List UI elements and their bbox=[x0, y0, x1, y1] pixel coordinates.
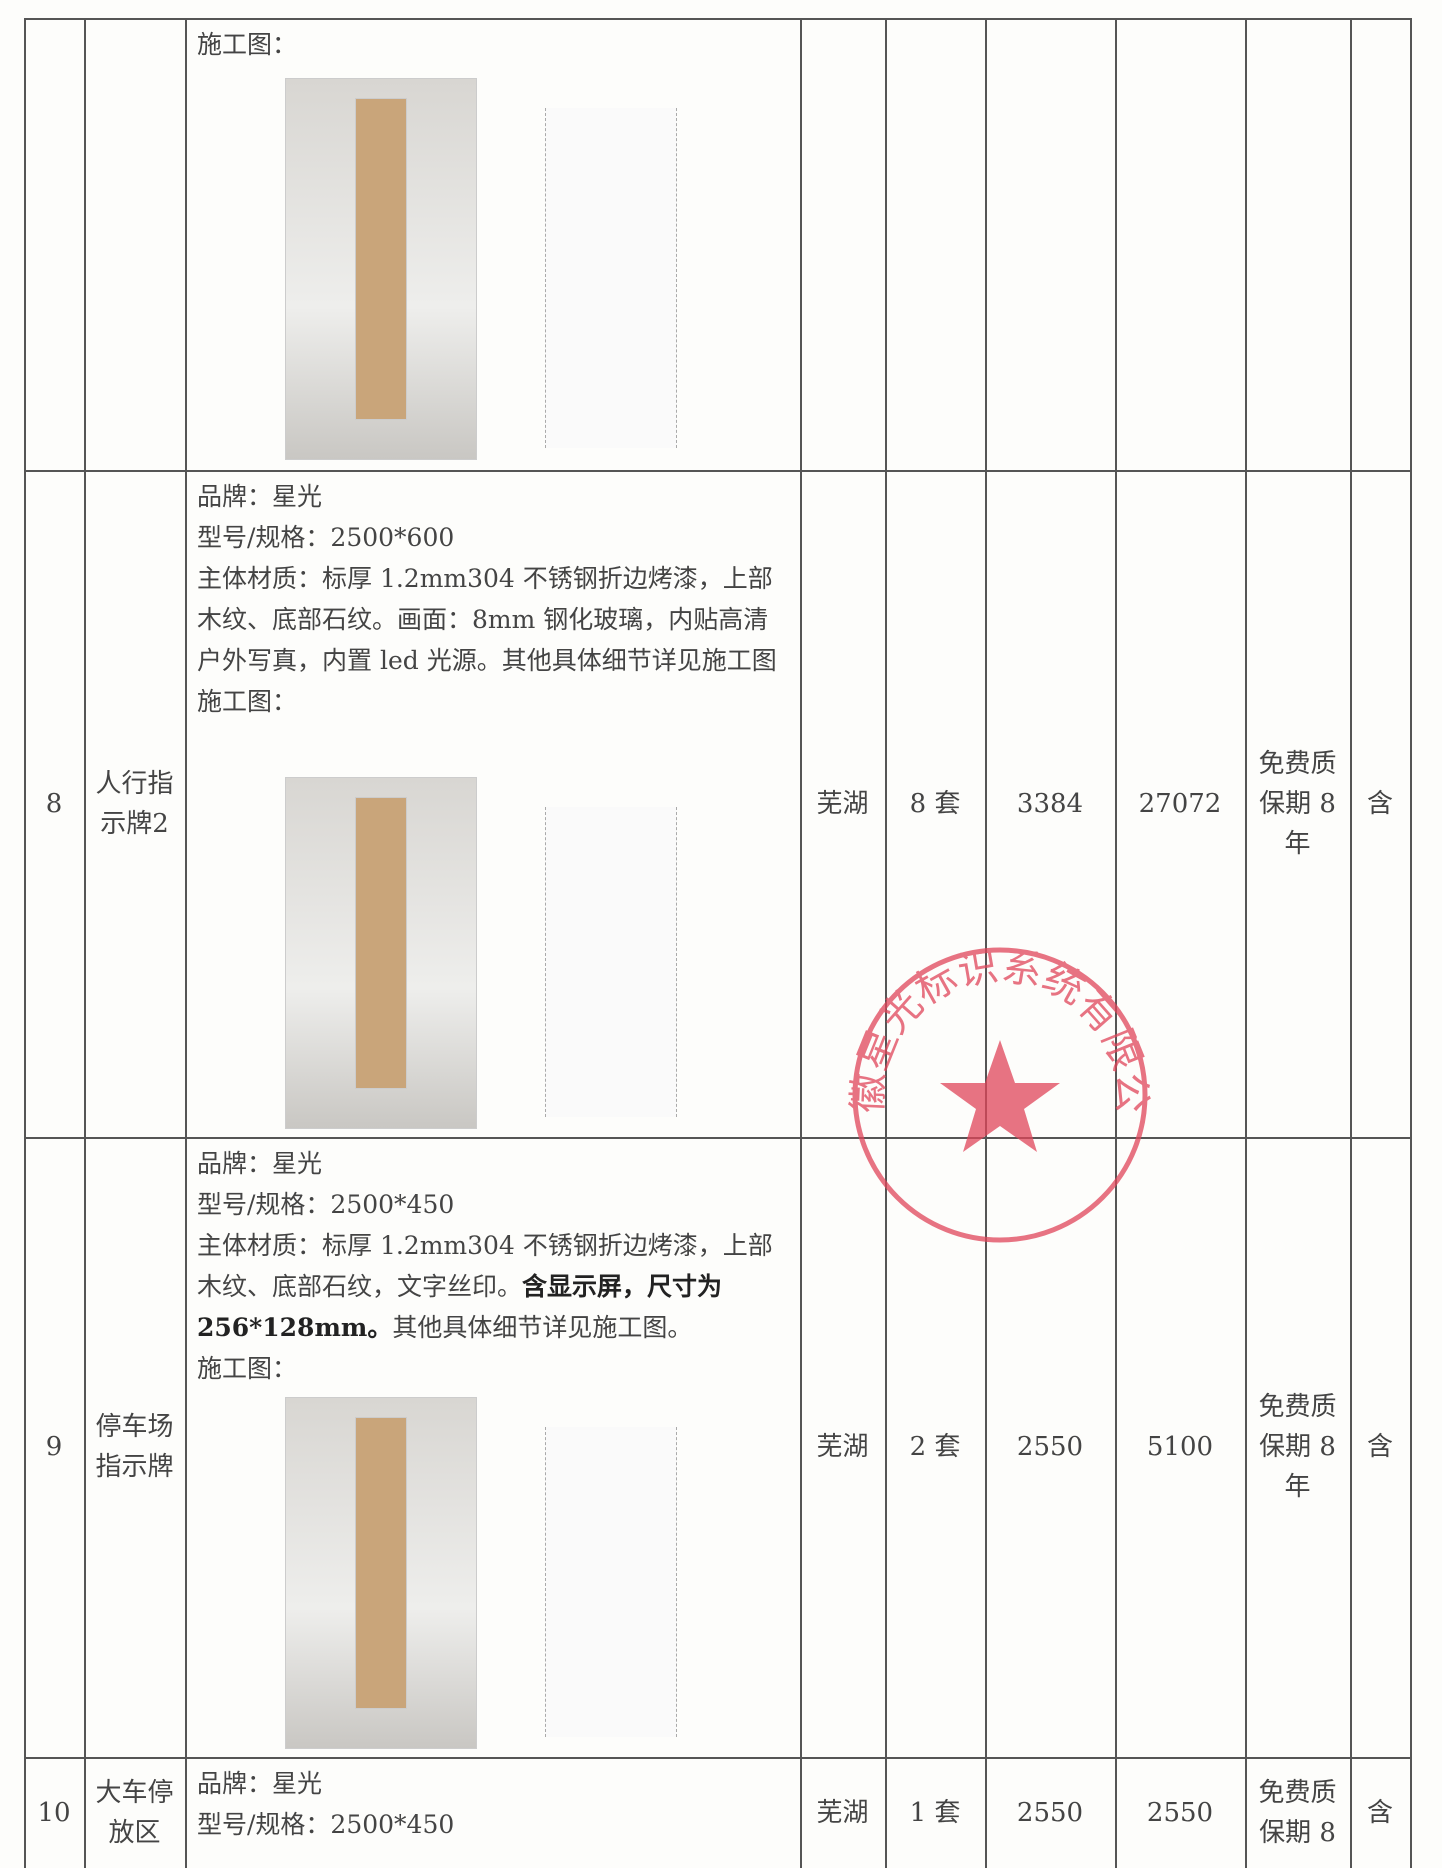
column-rule bbox=[84, 18, 86, 1868]
warranty: 免费质保期 8 年 bbox=[1258, 748, 1337, 859]
location: 芜湖 bbox=[816, 1797, 869, 1828]
tax-included: 含 bbox=[1366, 1432, 1393, 1462]
total-price: 27072 bbox=[1138, 788, 1222, 819]
company-stamp: 安徽星光标识系统有限公司 bbox=[840, 935, 1155, 1243]
item-name: 停车场指示牌 bbox=[95, 1412, 174, 1482]
brand: 品牌：星光 bbox=[197, 1769, 323, 1798]
construction-drawing bbox=[545, 1427, 677, 1737]
column-rule bbox=[1350, 18, 1352, 1868]
total-price: 2550 bbox=[1146, 1797, 1214, 1828]
column-rule bbox=[985, 18, 987, 1868]
unit-price: 3384 bbox=[1016, 788, 1084, 819]
sign-panel bbox=[355, 98, 407, 420]
row-rule bbox=[24, 18, 1410, 20]
material-part: 含显示屏，尺寸为 256*128mm。 bbox=[197, 1272, 723, 1342]
total-price: 5100 bbox=[1146, 1432, 1214, 1462]
unit-price: 2550 bbox=[1016, 1432, 1084, 1462]
warranty: 免费质保期 8 bbox=[1258, 1777, 1337, 1848]
row-rule bbox=[24, 470, 1410, 472]
location: 芜湖 bbox=[816, 1432, 869, 1462]
sign-panel bbox=[355, 1417, 407, 1709]
row-number: 10 bbox=[37, 1797, 71, 1828]
row-number: 9 bbox=[45, 1432, 63, 1462]
column-rule bbox=[185, 18, 187, 1868]
spec: 型号/规格：2500*450 bbox=[197, 1810, 455, 1839]
material: 主体材质：标厚 1.2mm304 不锈钢折边烤漆，上部木纹、底部石纹，文字丝印。… bbox=[197, 1225, 788, 1348]
spec: 型号/规格：2500*600 bbox=[197, 523, 455, 552]
material-part: 主体材质：标厚 1.2mm304 不锈钢折边烤漆，上部木纹、底部石纹。画面：8m… bbox=[197, 564, 777, 675]
material-part: 其他具体细节详见施工图。 bbox=[392, 1313, 693, 1342]
column-rule bbox=[800, 18, 802, 1868]
construction-drawing bbox=[545, 807, 677, 1117]
drawing-label: 施工图： bbox=[197, 687, 298, 716]
column-rule bbox=[1245, 18, 1247, 1868]
column-rule bbox=[1115, 18, 1117, 1868]
column-rule bbox=[24, 18, 26, 1868]
description: 施工图： bbox=[197, 24, 788, 65]
tax-included: 含 bbox=[1366, 788, 1393, 819]
item-name: 大车停放区 bbox=[95, 1777, 174, 1848]
quantity: 1 套 bbox=[909, 1797, 961, 1828]
spec: 型号/规格：2500*450 bbox=[197, 1190, 455, 1219]
brand: 品牌：星光 bbox=[197, 482, 323, 511]
drawing-label: 施工图： bbox=[197, 30, 298, 59]
location: 芜湖 bbox=[816, 788, 869, 819]
description: 品牌：星光型号/规格：2500*600 主体材质：标厚 1.2mm304 不锈钢折… bbox=[197, 476, 788, 722]
row-rule bbox=[24, 1137, 1410, 1139]
warranty: 免费质保期 8 年 bbox=[1258, 1392, 1337, 1502]
row-rule bbox=[24, 1757, 1410, 1759]
material-part: 主体材质：标厚 1.2mm304 不锈钢折边烤漆，上部木纹、底部石纹，文字丝印。 bbox=[197, 1231, 773, 1301]
column-rule bbox=[885, 18, 887, 1868]
row-number: 8 bbox=[45, 788, 63, 819]
description: 品牌：星光型号/规格：2500*450 bbox=[197, 1763, 788, 1845]
construction-drawing bbox=[545, 108, 677, 448]
material: 主体材质：标厚 1.2mm304 不锈钢折边烤漆，上部木纹、底部石纹。画面：8m… bbox=[197, 558, 788, 681]
sign-panel bbox=[355, 797, 407, 1089]
brand: 品牌：星光 bbox=[197, 1149, 323, 1178]
quantity: 8 套 bbox=[909, 788, 961, 819]
tax-included: 含 bbox=[1366, 1797, 1393, 1828]
description: 品牌：星光型号/规格：2500*450 主体材质：标厚 1.2mm304 不锈钢折… bbox=[197, 1143, 788, 1389]
column-rule bbox=[1410, 18, 1412, 1868]
quantity: 2 套 bbox=[909, 1432, 961, 1462]
drawing-label: 施工图： bbox=[197, 1354, 298, 1383]
item-name: 人行指示牌2 bbox=[95, 768, 174, 839]
unit-price: 2550 bbox=[1016, 1797, 1084, 1828]
